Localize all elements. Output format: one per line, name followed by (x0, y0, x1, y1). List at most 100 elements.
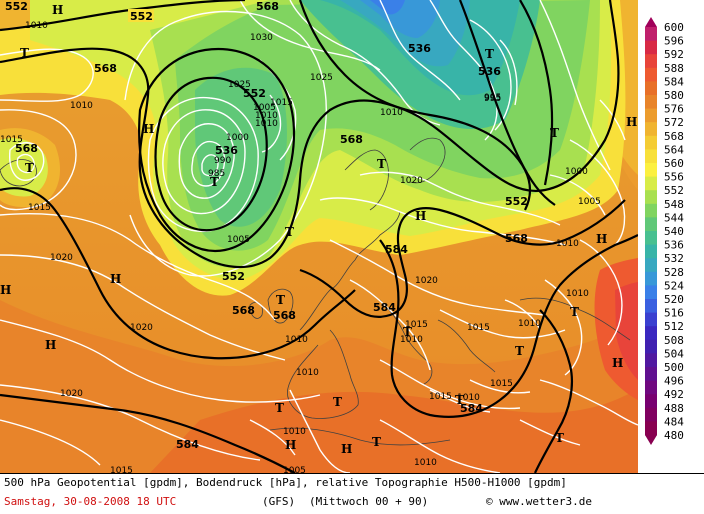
high-marker: H (110, 272, 121, 286)
shade-588-east (615, 282, 638, 380)
legend-swatch (645, 271, 657, 286)
pressure-label: 1010 (400, 335, 423, 345)
low-marker: T (276, 293, 285, 307)
pressure-labels: 1010 1030 1010 1015 1020 1025 1025 1015 … (0, 21, 601, 473)
footer-description: 500 hPa Geopotential [gpdm], Bodendruck … (4, 476, 567, 489)
high-marker: H (415, 209, 426, 223)
legend-svg: 6005965925885845805765725685645605565525… (645, 17, 684, 445)
coastlines (0, 137, 631, 446)
color-legend: 600 596 592 588 584 580 576 572 568 564 560 556 552 5… (638, 0, 704, 473)
pressure-label: 995 (484, 93, 501, 103)
pressure-label: 1015 (110, 466, 133, 473)
legend-swatch (645, 339, 657, 354)
pressure-label: 1010 (283, 427, 306, 437)
legend-arrow-top (645, 17, 657, 27)
pressure-label: 1020 (130, 323, 153, 333)
high-markers: H H H H H H H H H H H (0, 3, 637, 456)
geo-label: 552 (130, 10, 153, 23)
valid-date: Samstag, 30-08-2008 18 UTC (4, 495, 177, 508)
legend-label: 536 (664, 239, 684, 252)
pressure-label: 1005 (227, 235, 250, 245)
geo-label: 552 (243, 87, 266, 100)
legend-swatch (645, 326, 657, 341)
legend-label: 560 (664, 157, 684, 170)
geo-label: 584 (460, 402, 483, 415)
legend-swatch (645, 135, 657, 150)
low-marker: T (455, 393, 464, 407)
legend-label: 516 (664, 307, 684, 320)
legend-swatches (645, 17, 657, 445)
legend-label: 500 (664, 361, 684, 374)
copyright: © www.wetter3.de (486, 495, 592, 508)
pressure-label: 1010 (380, 108, 403, 118)
shade-lime-west (0, 138, 48, 197)
legend-label: 556 (664, 171, 684, 184)
legend-label: 520 (664, 293, 684, 306)
high-marker: H (596, 232, 607, 246)
shade-580-south (150, 390, 638, 473)
geo-label: 568 (256, 0, 279, 13)
low-marker: T (555, 431, 564, 445)
legend-label: 568 (664, 130, 684, 143)
legend-swatch (645, 81, 657, 96)
legend-label: 572 (664, 116, 684, 129)
model-name: (GFS) (262, 495, 296, 508)
legend-label: 564 (664, 143, 684, 156)
pressure-label: 1005 (283, 466, 306, 473)
legend-swatch (645, 176, 657, 191)
legend-label: 552 (664, 184, 684, 197)
pressure-label: 1030 (250, 33, 273, 43)
pressure-label: 1010 (255, 111, 278, 121)
low-marker: T (333, 395, 342, 409)
pressure-label: 1000 (226, 133, 249, 143)
pressure-label: 1015 (270, 98, 293, 108)
geo-label: 536 (478, 65, 501, 78)
legend-swatch (645, 258, 657, 273)
geo-label: 568 (340, 133, 363, 146)
legend-label: 576 (664, 103, 684, 116)
shade-blue2 (370, 0, 405, 15)
pressure-label: 1005 (253, 103, 276, 113)
pressure-label: 1025 (310, 73, 333, 83)
pressure-label: 1015 (405, 320, 428, 330)
legend-label: 512 (664, 320, 684, 333)
high-marker: H (612, 356, 623, 370)
legend-swatch (645, 299, 657, 314)
legend-label: 532 (664, 252, 684, 265)
legend-swatch (645, 312, 657, 327)
geo-label: 584 (373, 301, 396, 314)
footer: 500 hPa Geopotential [gpdm], Bodendruck … (0, 473, 704, 514)
pressure-label: 1010 (518, 319, 541, 329)
legend-swatch (645, 231, 657, 246)
legend-arrow-bottom (645, 435, 657, 445)
shade-teal1 (195, 67, 287, 227)
model-run: (Mittwoch 00 + 90) (309, 495, 429, 508)
pressure-label: 1015 (429, 392, 452, 402)
geo-label: 536 (408, 42, 431, 55)
low-marker: T (515, 344, 524, 358)
low-marker: T (275, 401, 284, 415)
legend-label: 544 (664, 211, 684, 224)
pressure-label: 1010 (556, 239, 579, 249)
high-marker: H (45, 338, 56, 352)
legend-swatch (645, 421, 657, 436)
legend-label: 600 (664, 21, 684, 34)
legend-label: 488 (664, 402, 684, 415)
legend-label: 524 (664, 279, 684, 292)
geo-label: 568 (15, 142, 38, 155)
legend-label: 484 (664, 415, 684, 428)
pressure-label: 1000 (565, 167, 588, 177)
pressure-label: 1020 (60, 389, 83, 399)
legend-swatch (645, 380, 657, 395)
legend-swatch (645, 394, 657, 409)
footer-meta: Samstag, 30-08-2008 18 UTC (GFS) (Mittwo… (4, 495, 592, 508)
geo-label: 584 (385, 243, 408, 256)
legend-swatch (645, 122, 657, 137)
legend-swatch (645, 244, 657, 259)
high-marker: H (285, 438, 296, 452)
legend-swatch (645, 108, 657, 123)
legend-labels: 6005965925885845805765725685645605565525… (664, 21, 684, 442)
legend-label: 496 (664, 375, 684, 388)
low-marker: T (20, 46, 29, 60)
legend-swatch (645, 95, 657, 110)
